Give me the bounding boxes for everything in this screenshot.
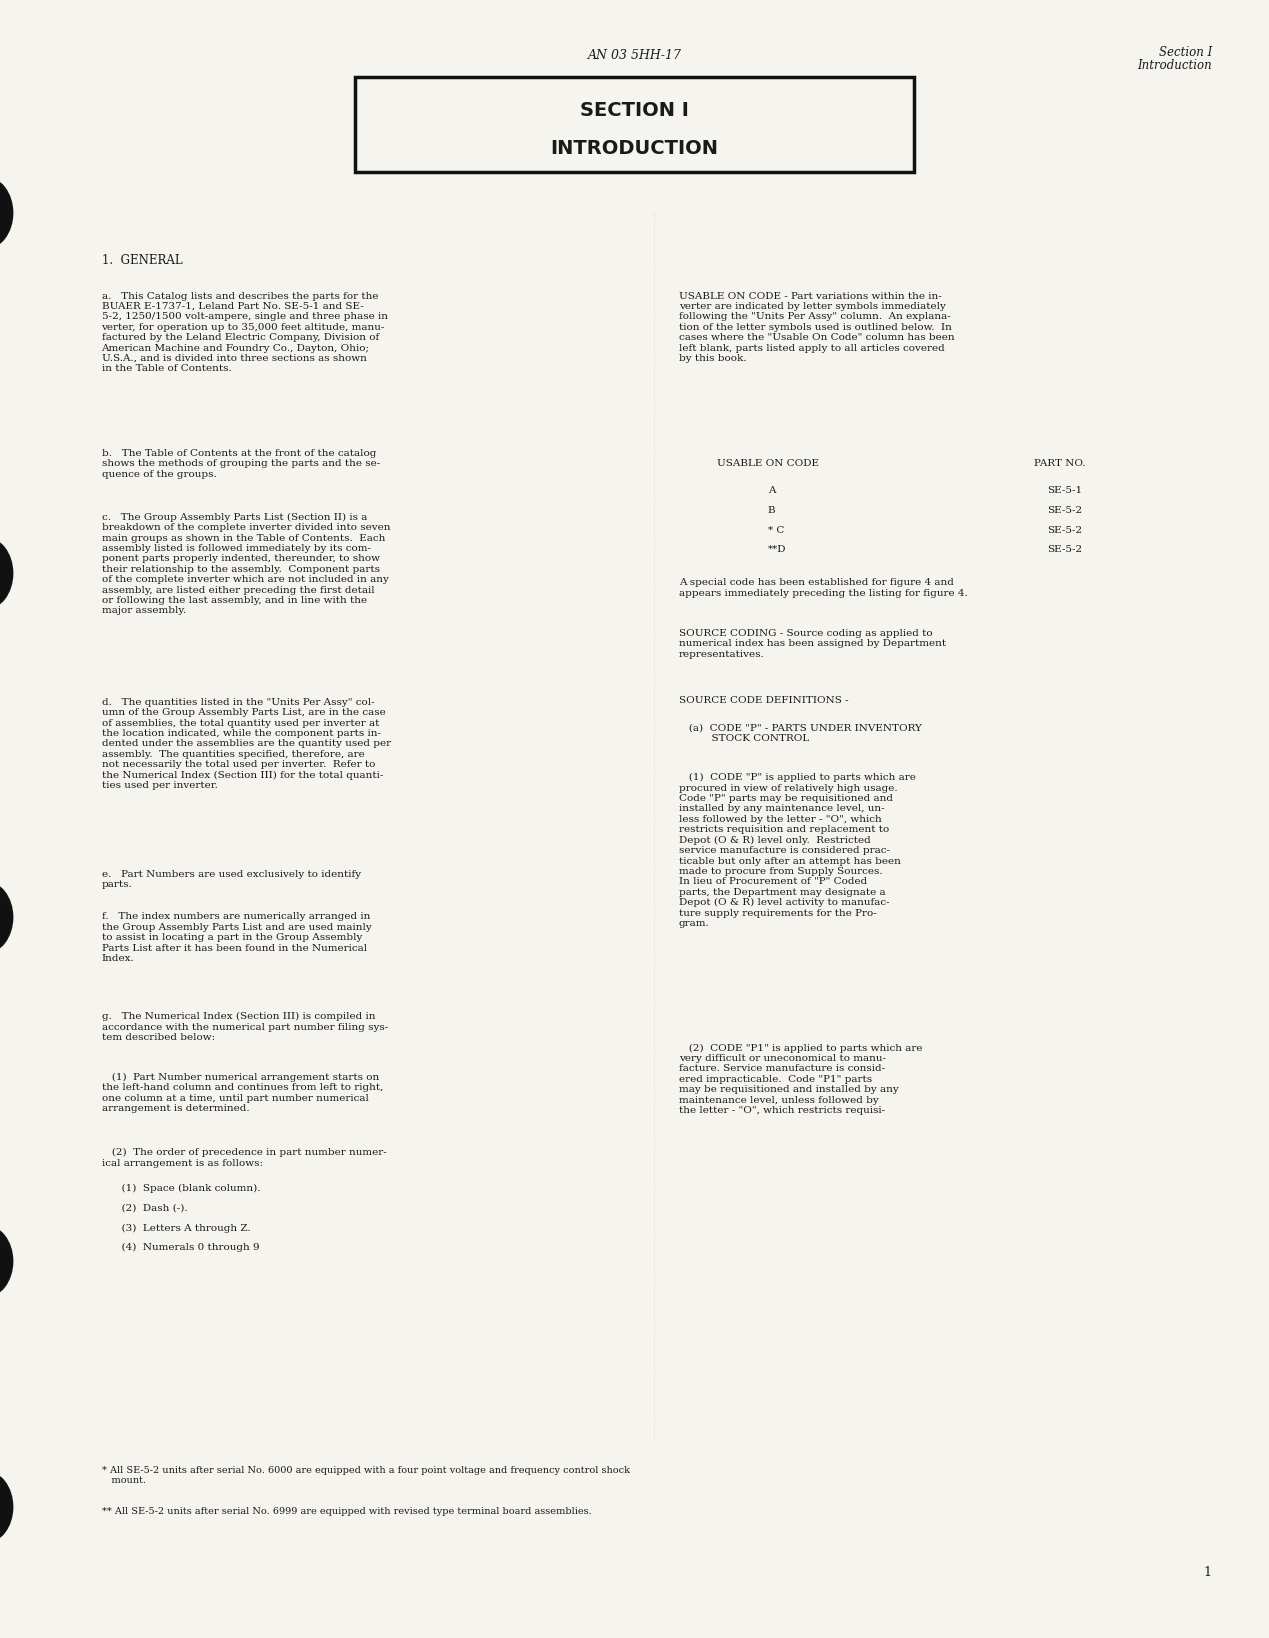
Text: g.   The Numerical Index (Section III) is compiled in
accordance with the numeri: g. The Numerical Index (Section III) is … [102,1012,388,1042]
Text: (2)  Dash (-).: (2) Dash (-). [102,1204,187,1212]
Text: USABLE ON CODE - Part variations within the in-
verter are indicated by letter s: USABLE ON CODE - Part variations within … [679,292,954,364]
Text: (2)  The order of precedence in part number numer-
ical arrangement is as follow: (2) The order of precedence in part numb… [102,1148,386,1168]
Text: SOURCE CODING - Source coding as applied to
numerical index has been assigned by: SOURCE CODING - Source coding as applied… [679,629,947,658]
Text: * All SE-5-2 units after serial No. 6000 are equipped with a four point voltage : * All SE-5-2 units after serial No. 6000… [102,1466,629,1486]
Text: Section I: Section I [1159,46,1212,59]
Text: B: B [768,506,775,514]
Text: A: A [768,486,775,495]
Text: (1)  Space (blank column).: (1) Space (blank column). [102,1184,260,1194]
Circle shape [0,1471,13,1543]
Circle shape [0,1225,13,1297]
Text: USABLE ON CODE: USABLE ON CODE [717,459,819,467]
Text: SOURCE CODE DEFINITIONS -: SOURCE CODE DEFINITIONS - [679,696,849,704]
Circle shape [0,881,13,953]
Text: f.   The index numbers are numerically arranged in
the Group Assembly Parts List: f. The index numbers are numerically arr… [102,912,372,963]
Text: * C: * C [768,526,784,534]
Text: SE-5-2: SE-5-2 [1047,506,1082,514]
Text: 1: 1 [1204,1566,1212,1579]
Text: (1)  Part Number numerical arrangement starts on
the left-hand column and contin: (1) Part Number numerical arrangement st… [102,1073,383,1114]
Bar [355,77,914,172]
Text: d.   The quantities listed in the "Units Per Assy" col-
umn of the Group Assembl: d. The quantities listed in the "Units P… [102,698,391,790]
Text: INTRODUCTION: INTRODUCTION [551,139,718,157]
Text: SE-5-1: SE-5-1 [1047,486,1082,495]
Text: (4)  Numerals 0 through 9: (4) Numerals 0 through 9 [102,1243,259,1253]
Text: AN 03 5HH-17: AN 03 5HH-17 [588,49,681,62]
Text: (a)  CODE "P" - PARTS UNDER INVENTORY
          STOCK CONTROL: (a) CODE "P" - PARTS UNDER INVENTORY STO… [679,724,921,744]
Text: SECTION I: SECTION I [580,102,689,120]
Text: A special code has been established for figure 4 and
appears immediately precedi: A special code has been established for … [679,578,968,598]
Circle shape [0,537,13,609]
Text: PART NO.: PART NO. [1034,459,1086,467]
Text: e.   Part Numbers are used exclusively to identify
parts.: e. Part Numbers are used exclusively to … [102,870,360,889]
Circle shape [0,177,13,249]
Text: 1.  GENERAL: 1. GENERAL [102,254,183,267]
Text: ** All SE-5-2 units after serial No. 6999 are equipped with revised type termina: ** All SE-5-2 units after serial No. 699… [102,1507,591,1515]
Text: a.   This Catalog lists and describes the parts for the
BUAER E-1737-1, Leland P: a. This Catalog lists and describes the … [102,292,387,373]
Text: SE-5-2: SE-5-2 [1047,545,1082,554]
Text: b.   The Table of Contents at the front of the catalog
shows the methods of grou: b. The Table of Contents at the front of… [102,449,379,478]
Text: (3)  Letters A through Z.: (3) Letters A through Z. [102,1224,250,1233]
Text: **D: **D [768,545,787,554]
Text: Introduction: Introduction [1137,59,1212,72]
Text: c.   The Group Assembly Parts List (Section II) is a
breakdown of the complete i: c. The Group Assembly Parts List (Sectio… [102,513,390,616]
Text: SE-5-2: SE-5-2 [1047,526,1082,534]
Text: (2)  CODE "P1" is applied to parts which are
very difficult or uneconomical to m: (2) CODE "P1" is applied to parts which … [679,1043,923,1115]
Text: (1)  CODE "P" is applied to parts which are
procured in view of relatively high : (1) CODE "P" is applied to parts which a… [679,773,916,929]
